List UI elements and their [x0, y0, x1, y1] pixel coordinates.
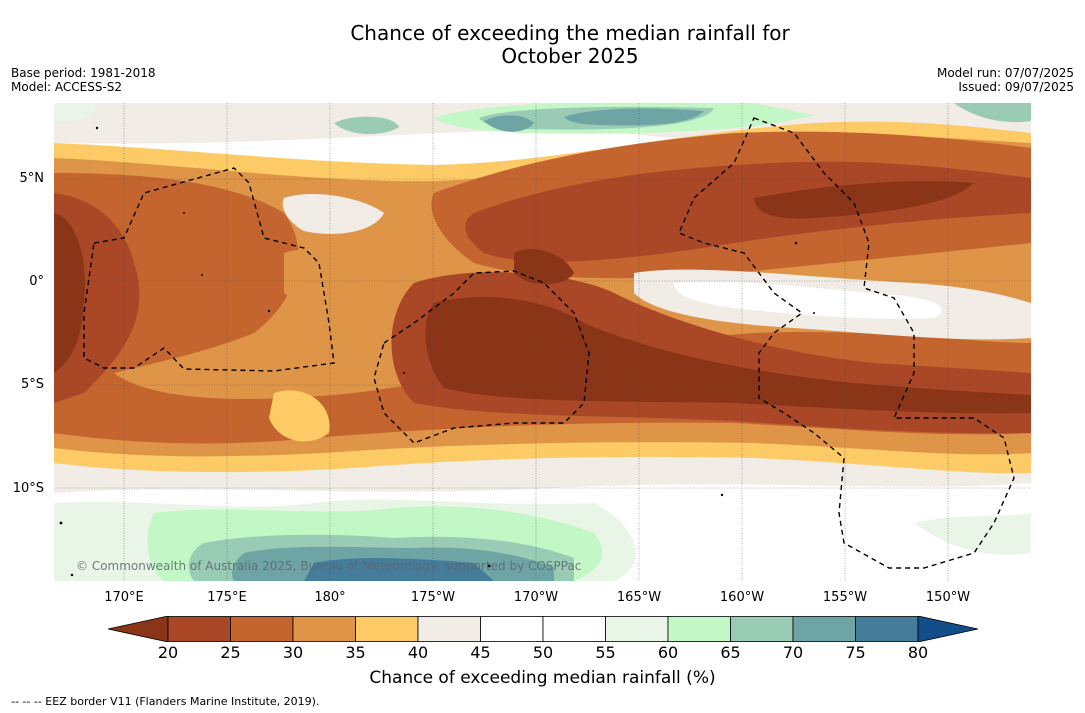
rainfall-map	[54, 103, 1031, 581]
lat-label-5n: 5°N	[19, 171, 45, 186]
title-line-2: October 2025	[501, 44, 639, 68]
lon-label-160w: 160°W	[719, 590, 765, 605]
map-title: Chance of exceeding the median rainfall …	[0, 22, 1085, 68]
patch-centre-orange	[284, 249, 354, 302]
legend-tick-label: 60	[657, 643, 679, 662]
legend-label: Chance of exceeding median rainfall (%)	[369, 668, 716, 688]
patch-se-green	[914, 513, 1031, 555]
legend-cell	[167, 616, 231, 642]
issued-date: Issued: 09/07/2025	[958, 80, 1074, 94]
patch-north-dark	[484, 115, 534, 132]
lat-label-0: 0°	[29, 274, 44, 289]
legend-cell	[292, 616, 356, 642]
patch-centre-yellow	[269, 390, 330, 442]
title-line-1: Chance of exceeding the median rainfall …	[350, 21, 790, 45]
island-specks	[59, 126, 815, 577]
legend-tick-label: 80	[907, 643, 929, 662]
legend-tick-label: 50	[532, 643, 554, 662]
legend-cell	[605, 616, 669, 642]
patch-north-dark-2	[564, 108, 704, 126]
legend-colorbar	[108, 616, 978, 642]
legend-tick-label: 75	[845, 643, 866, 662]
legend-cell	[667, 616, 731, 642]
lat-label-5s: 5°S	[20, 377, 44, 392]
legend-arrow-low	[108, 616, 169, 642]
meta-left: Base period: 1981-2018 Model: ACCESS-S2	[11, 66, 156, 94]
base-period: Base period: 1981-2018	[11, 66, 156, 80]
legend-tick-label: 45	[470, 643, 491, 662]
patch-centre-grey	[282, 193, 384, 234]
legend-tick-label: 20	[157, 643, 179, 662]
legend-tick-label: 65	[720, 643, 741, 662]
legend-tick-label: 35	[345, 643, 366, 662]
lon-label-150w: 150°W	[925, 590, 971, 605]
legend-tick-label: 70	[782, 643, 804, 662]
patch-ne-teal	[954, 103, 1031, 123]
meta-right: Model run: 07/07/2025 Issued: 09/07/2025	[937, 66, 1074, 94]
lon-label-170w: 170°W	[513, 590, 559, 605]
core-east-dark	[425, 296, 1031, 414]
patch-south-blue	[304, 558, 494, 581]
legend-cell	[855, 616, 919, 642]
legend-cell	[417, 616, 481, 642]
legend-cell	[792, 616, 856, 642]
eez-footnote: -- -- -- EEZ border V11 (Flanders Marine…	[11, 695, 320, 708]
lat-label-10s: 10°S	[12, 481, 44, 496]
model-name: Model: ACCESS-S2	[11, 80, 123, 94]
legend-cell	[730, 616, 794, 642]
patch-nw-green	[54, 103, 96, 122]
legend-cell	[542, 616, 606, 642]
legend-arrow-high	[917, 616, 978, 642]
core-west-dark	[54, 213, 85, 373]
lon-label-155w: 155°W	[822, 590, 868, 605]
model-run-date: Model run: 07/07/2025	[936, 66, 1074, 80]
legend-tick-label: 55	[595, 643, 616, 662]
legend-tick-label: 30	[282, 643, 304, 662]
lon-label-175w: 175°W	[410, 590, 456, 605]
legend-cell	[480, 616, 544, 642]
rainfall-map-svg	[54, 103, 1031, 581]
patch-east-white	[674, 281, 942, 319]
legend-cell	[355, 616, 419, 642]
legend-tick-label: 40	[407, 643, 429, 662]
legend-tick-label: 25	[220, 643, 241, 662]
gridlines	[54, 103, 1031, 581]
copyright-watermark: © Commonwealth of Australia 2025, Bureau…	[76, 559, 582, 573]
core-centre-dark	[514, 249, 574, 285]
legend-cell	[230, 616, 294, 642]
lon-label-170e: 170°E	[104, 590, 144, 605]
lon-label-165w: 165°W	[616, 590, 662, 605]
eez-borders	[83, 117, 1015, 569]
lon-label-175e: 175°E	[207, 590, 247, 605]
patch-north-teal-2	[334, 116, 399, 135]
core-north-dark	[754, 181, 974, 219]
lon-label-180: 180°	[314, 590, 346, 605]
